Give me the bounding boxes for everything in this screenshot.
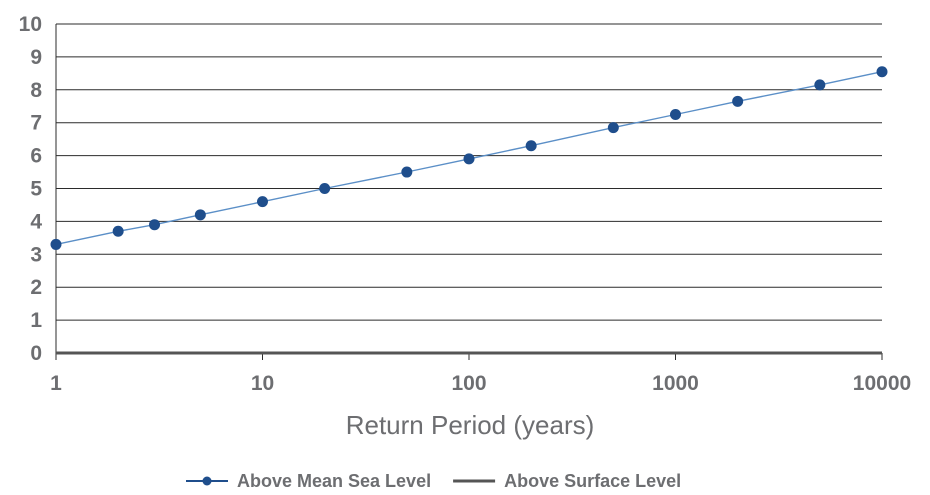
y-tick-label: 7 (30, 112, 42, 135)
data-point (876, 66, 888, 78)
legend-item: Above Mean Sea Level (186, 471, 431, 491)
y-tick-label: 1 (30, 309, 42, 332)
x-axis-ticks: 1 10 100 1000 10000 (50, 353, 911, 395)
x-tick-label: 100 (451, 372, 486, 395)
gridlines (55, 23, 882, 353)
data-point (670, 108, 681, 120)
data-point (112, 225, 124, 237)
y-tick-label: 8 (30, 79, 42, 102)
data-point (50, 238, 62, 250)
x-tick-label: 10000 (853, 372, 911, 395)
data-point (257, 196, 268, 208)
y-axis-ticks: 0 1 2 3 4 5 6 7 8 9 10 (19, 13, 43, 365)
legend-label: Above Mean Sea Level (237, 471, 431, 491)
data-point (463, 153, 475, 165)
y-tick-label: 0 (30, 342, 42, 365)
legend-marker (202, 476, 212, 486)
y-tick-label: 10 (19, 13, 42, 36)
x-axis-title: Return Period (years) (346, 410, 595, 440)
series-layer (50, 66, 888, 355)
y-tick-label: 3 (30, 243, 42, 266)
data-point (607, 122, 619, 134)
y-tick-label: 5 (30, 178, 42, 201)
y-tick-label: 2 (30, 276, 42, 299)
data-point (319, 183, 331, 194)
series-line-above-mean-sea-level (55, 71, 883, 246)
legend-item: Above Surface Level (453, 471, 681, 491)
x-tick-label: 1 (50, 372, 62, 395)
legend: Above Mean Sea Level Above Surface Level (186, 471, 681, 491)
x-tick-label: 10 (251, 372, 274, 395)
data-point (149, 219, 161, 231)
y-tick-label: 6 (30, 145, 42, 168)
y-tick-label: 9 (30, 46, 42, 69)
data-point (732, 95, 744, 107)
x-tick-label: 1000 (652, 372, 699, 395)
data-point (814, 79, 826, 91)
data-point (401, 166, 413, 178)
y-tick-label: 4 (30, 210, 42, 233)
data-point (194, 209, 206, 221)
legend-label: Above Surface Level (504, 471, 681, 491)
data-point (525, 140, 537, 152)
